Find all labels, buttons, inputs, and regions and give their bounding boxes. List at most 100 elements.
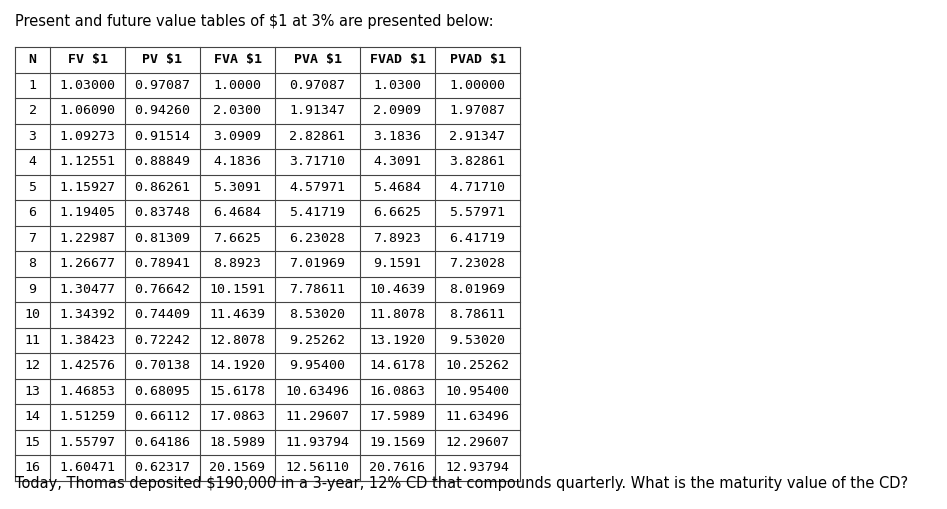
Text: 12.93794: 12.93794 — [445, 461, 509, 474]
Text: 10.25262: 10.25262 — [445, 359, 509, 372]
Text: 4.57971: 4.57971 — [290, 181, 346, 194]
Text: 1.38423: 1.38423 — [60, 334, 116, 347]
Text: 0.76642: 0.76642 — [134, 283, 190, 296]
Text: 0.81309: 0.81309 — [134, 232, 190, 245]
Text: 2: 2 — [28, 104, 37, 117]
Text: FV $1: FV $1 — [67, 53, 108, 66]
Text: 17.0863: 17.0863 — [209, 410, 265, 423]
Text: 3.1836: 3.1836 — [373, 130, 421, 143]
Text: 16: 16 — [25, 461, 41, 474]
Text: Present and future value tables of $1 at 3% are presented below:: Present and future value tables of $1 at… — [15, 14, 493, 29]
Text: 1.0000: 1.0000 — [213, 79, 261, 92]
Text: 8.01969: 8.01969 — [450, 283, 506, 296]
Text: 1.22987: 1.22987 — [60, 232, 116, 245]
Text: 7.23028: 7.23028 — [450, 257, 506, 270]
Text: 10.63496: 10.63496 — [285, 385, 349, 398]
Text: 1.97087: 1.97087 — [450, 104, 506, 117]
Text: 3.0909: 3.0909 — [213, 130, 261, 143]
Text: Today, Thomas deposited $190,000 in a 3-year, 12% CD that compounds quarterly. W: Today, Thomas deposited $190,000 in a 3-… — [15, 476, 908, 491]
Text: 12.56110: 12.56110 — [285, 461, 349, 474]
Text: 0.66112: 0.66112 — [134, 410, 190, 423]
Text: 0.62317: 0.62317 — [134, 461, 190, 474]
Text: 1.12551: 1.12551 — [60, 155, 116, 168]
Text: 6: 6 — [28, 206, 37, 219]
Text: FVAD $1: FVAD $1 — [369, 53, 425, 66]
Text: 0.86261: 0.86261 — [134, 181, 190, 194]
Text: 5.57971: 5.57971 — [450, 206, 506, 219]
Text: 15.6178: 15.6178 — [209, 385, 265, 398]
Text: 0.88849: 0.88849 — [134, 155, 190, 168]
Text: 1.60471: 1.60471 — [60, 461, 116, 474]
Text: 1.42576: 1.42576 — [60, 359, 116, 372]
Text: 0.68095: 0.68095 — [134, 385, 190, 398]
Text: 5.41719: 5.41719 — [290, 206, 346, 219]
Text: 12.8078: 12.8078 — [209, 334, 265, 347]
Text: 11.93794: 11.93794 — [285, 436, 349, 449]
Text: 10.95400: 10.95400 — [445, 385, 509, 398]
Text: 0.97087: 0.97087 — [134, 79, 190, 92]
Text: 0.72242: 0.72242 — [134, 334, 190, 347]
Text: 13.1920: 13.1920 — [369, 334, 425, 347]
Text: 2.82861: 2.82861 — [290, 130, 346, 143]
Text: 16.0863: 16.0863 — [369, 385, 425, 398]
Text: 6.23028: 6.23028 — [290, 232, 346, 245]
Text: 1.34392: 1.34392 — [60, 308, 116, 321]
Text: 1.09273: 1.09273 — [60, 130, 116, 143]
Text: 1.91347: 1.91347 — [290, 104, 346, 117]
Text: 1.00000: 1.00000 — [450, 79, 506, 92]
Text: 2.0300: 2.0300 — [213, 104, 261, 117]
Text: 5.3091: 5.3091 — [213, 181, 261, 194]
Text: 1.55797: 1.55797 — [60, 436, 116, 449]
Text: 1.06090: 1.06090 — [60, 104, 116, 117]
Text: 1.46853: 1.46853 — [60, 385, 116, 398]
Text: N: N — [28, 53, 37, 66]
Text: 8.78611: 8.78611 — [450, 308, 506, 321]
Text: 5: 5 — [28, 181, 37, 194]
Text: 0.74409: 0.74409 — [134, 308, 190, 321]
Text: 3.71710: 3.71710 — [290, 155, 346, 168]
Text: 0.97087: 0.97087 — [290, 79, 346, 92]
Text: 18.5989: 18.5989 — [209, 436, 265, 449]
Text: 1: 1 — [28, 79, 37, 92]
Text: 4: 4 — [28, 155, 37, 168]
Text: 0.83748: 0.83748 — [134, 206, 190, 219]
Text: 1.30477: 1.30477 — [60, 283, 116, 296]
Text: 8.8923: 8.8923 — [213, 257, 261, 270]
Text: 1.26677: 1.26677 — [60, 257, 116, 270]
Text: 12: 12 — [25, 359, 41, 372]
Text: 7: 7 — [28, 232, 37, 245]
Text: 11.29607: 11.29607 — [285, 410, 349, 423]
Text: 0.94260: 0.94260 — [134, 104, 190, 117]
Text: 14.1920: 14.1920 — [209, 359, 265, 372]
Text: 9.25262: 9.25262 — [290, 334, 346, 347]
Text: 7.78611: 7.78611 — [290, 283, 346, 296]
Text: PVAD $1: PVAD $1 — [450, 53, 506, 66]
Text: 11.4639: 11.4639 — [209, 308, 265, 321]
Text: 1.0300: 1.0300 — [373, 79, 421, 92]
Text: 0.91514: 0.91514 — [134, 130, 190, 143]
Text: 9.95400: 9.95400 — [290, 359, 346, 372]
Text: 0.70138: 0.70138 — [134, 359, 190, 372]
Text: 1.03000: 1.03000 — [60, 79, 116, 92]
Text: 5.4684: 5.4684 — [373, 181, 421, 194]
Text: 0.64186: 0.64186 — [134, 436, 190, 449]
Text: 4.71710: 4.71710 — [450, 181, 506, 194]
Text: 15: 15 — [25, 436, 41, 449]
Text: 1.15927: 1.15927 — [60, 181, 116, 194]
Text: 12.29607: 12.29607 — [445, 436, 509, 449]
Text: PV $1: PV $1 — [142, 53, 183, 66]
Text: 3: 3 — [28, 130, 37, 143]
Text: 6.6625: 6.6625 — [373, 206, 421, 219]
Text: 10.1591: 10.1591 — [209, 283, 265, 296]
Text: FVA $1: FVA $1 — [213, 53, 261, 66]
Text: 10.4639: 10.4639 — [369, 283, 425, 296]
Text: 11.8078: 11.8078 — [369, 308, 425, 321]
Text: 10: 10 — [25, 308, 41, 321]
Text: 2.0909: 2.0909 — [373, 104, 421, 117]
Text: 1.19405: 1.19405 — [60, 206, 116, 219]
Text: 9.53020: 9.53020 — [450, 334, 506, 347]
Text: 9: 9 — [28, 283, 37, 296]
Text: 11.63496: 11.63496 — [445, 410, 509, 423]
Text: PVA $1: PVA $1 — [294, 53, 342, 66]
Text: 4.3091: 4.3091 — [373, 155, 421, 168]
